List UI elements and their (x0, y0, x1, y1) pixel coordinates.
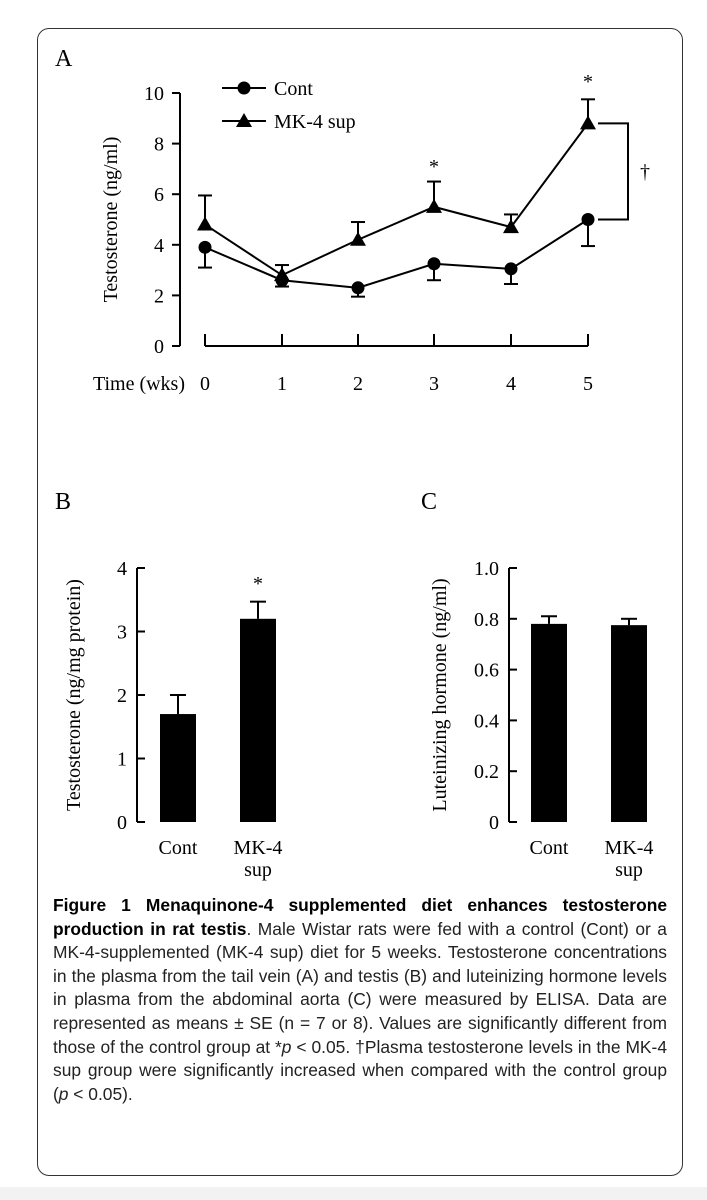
dagger-mark: † (640, 161, 650, 183)
a-x-axis-title: Time (wks) (93, 373, 185, 395)
a-x-tick-label: 2 (353, 373, 363, 395)
caption-body-1: . Male Wistar rats were fed with a contr… (53, 918, 667, 1057)
a-x-tick-label: 0 (200, 373, 210, 395)
a-y-tick-label: 0 (154, 336, 164, 358)
b-y-tick-label: 0 (117, 812, 127, 834)
b-y-tick-label: 3 (117, 622, 127, 644)
a-y-tick-label: 2 (154, 285, 164, 307)
caption-title: Menaquinone-4 supplemented diet enhances… (53, 895, 667, 939)
b-bar (240, 618, 276, 822)
legend-mk4-marker (236, 113, 252, 127)
a-x-tick-label: 4 (506, 373, 516, 395)
caption-body-2: < 0.05. †Plasma testosterone levels in t… (53, 1036, 667, 1104)
b-y-tick-label: 4 (117, 558, 127, 580)
b-x-tick-label: sup (244, 859, 272, 881)
cont-point (427, 257, 441, 271)
panel-label-b: B (55, 489, 71, 515)
a-y-tick-label: 8 (154, 134, 164, 156)
cont-point (581, 213, 595, 226)
caption-label: Figure 1 (53, 895, 131, 915)
mk4-point (197, 216, 213, 231)
c-x-tick-label: MK-4 (605, 837, 654, 859)
a-y-tick-label: 6 (154, 184, 164, 206)
b-y-tick-label: 2 (117, 685, 127, 707)
a-x-tick-label: 3 (429, 373, 439, 395)
c-y-tick-label: 0.8 (474, 609, 499, 631)
figure-frame (37, 28, 683, 1176)
cont-point (198, 240, 212, 254)
panel-label-c: C (421, 489, 437, 515)
cont-point (351, 281, 365, 295)
dagger-bracket (598, 122, 629, 221)
figure-caption: Figure 1 Menaquinone-4 supplemented diet… (53, 894, 667, 1106)
c-x-tick-label: sup (615, 859, 643, 881)
c-y-tick-label: 0.4 (474, 710, 499, 732)
b-x-tick-label: Cont (159, 837, 198, 859)
caption-body-3: < 0.05). (68, 1083, 133, 1104)
c-y-tick-label: 0.2 (474, 761, 499, 783)
c-y-tick-label: 1.0 (474, 558, 499, 580)
legend-cont-label: Cont (274, 78, 313, 100)
b-y-axis-title: Testosterone (ng/mg protein) (63, 579, 85, 811)
mk4-point (503, 219, 519, 234)
a-significance-star: * (583, 71, 593, 93)
mk4-point (426, 198, 442, 213)
c-bar (611, 625, 647, 822)
cont-point (504, 262, 518, 276)
a-significance-star: * (429, 156, 439, 178)
a-y-axis-title: Testosterone (ng/ml) (100, 137, 122, 303)
mk4-point (274, 267, 290, 282)
b-x-tick-label: MK-4 (234, 837, 283, 859)
b-bar (160, 714, 196, 822)
mk4-point (350, 231, 366, 246)
legend-mk4-label: MK-4 sup (274, 111, 356, 133)
c-bar (531, 623, 567, 822)
a-x-tick-label: 1 (277, 373, 287, 395)
mk4-series-line (204, 122, 589, 277)
c-x-tick-label: Cont (530, 837, 569, 859)
c-y-tick-label: 0.6 (474, 660, 499, 682)
c-y-tick-label: 0 (489, 812, 499, 834)
a-y-tick-label: 10 (144, 83, 164, 105)
b-significance-star: * (253, 573, 263, 595)
mk4-point (580, 115, 596, 130)
page-bottom-strip (0, 1187, 707, 1200)
caption-p-1: p (281, 1036, 292, 1057)
a-x-tick-label: 5 (583, 373, 593, 395)
legend-cont-marker (237, 81, 251, 95)
b-y-tick-label: 1 (117, 749, 127, 771)
cont-series-line (204, 218, 589, 289)
caption-p-2: p (58, 1083, 69, 1104)
panel-label-a: A (55, 46, 73, 72)
c-y-axis-title: Luteinizing hormone (ng/ml) (429, 578, 451, 811)
a-y-tick-label: 4 (154, 235, 164, 257)
